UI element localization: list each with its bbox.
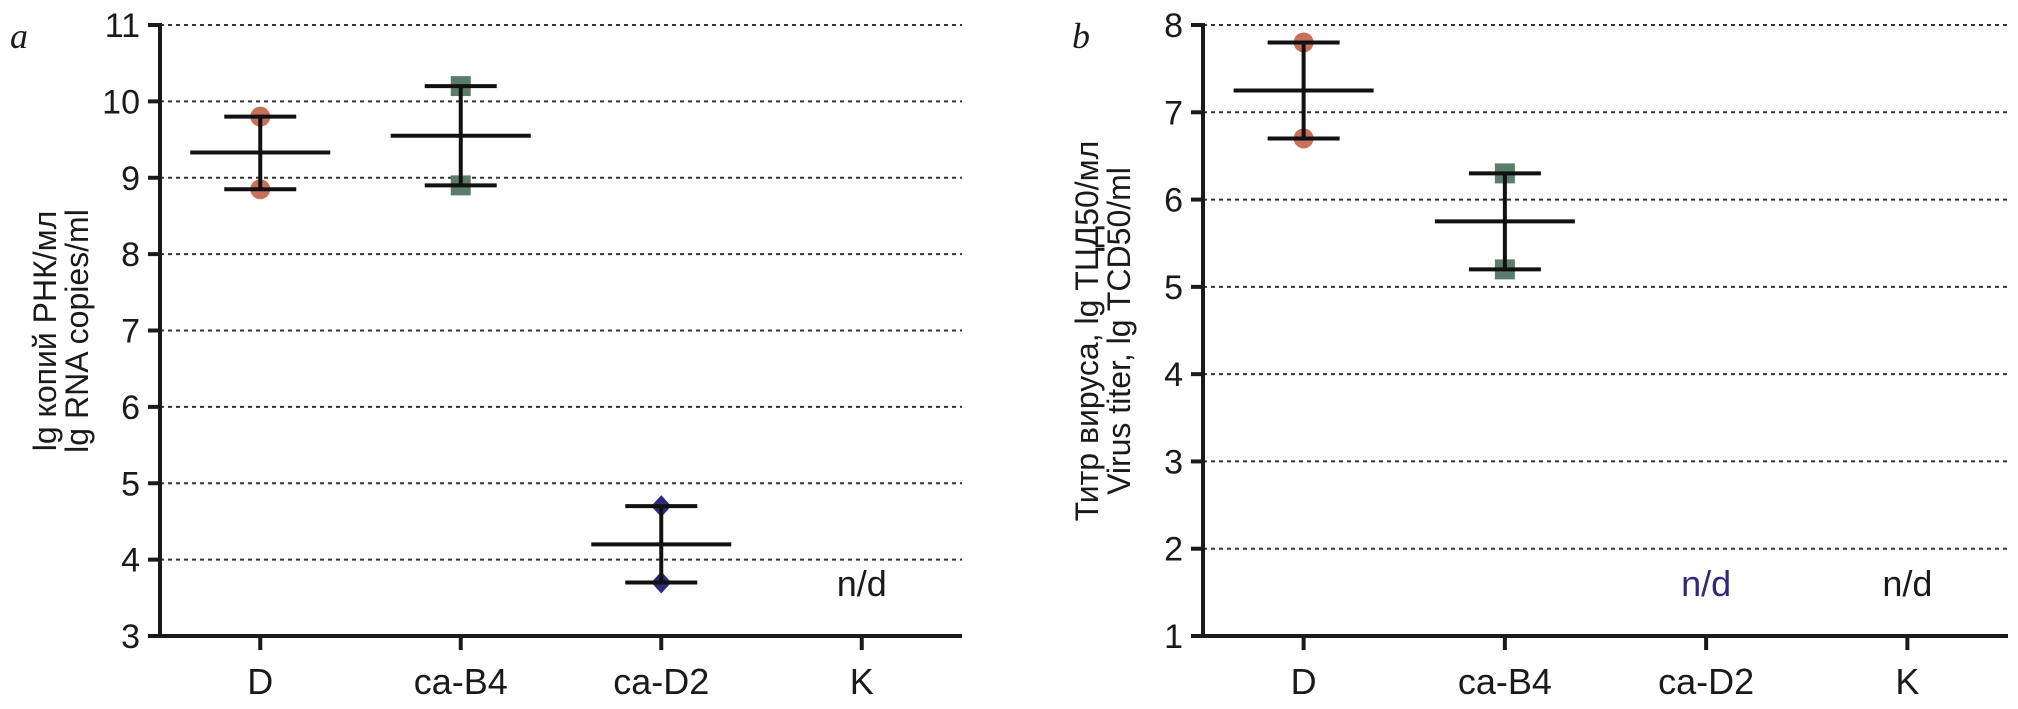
x-tick-label: D (247, 661, 273, 702)
y-axis-label: Virus titer, lg TCD50/ml (1101, 167, 1137, 495)
chart-panel-a: a 3 4 5 6 7 8 9 10 11 D ca-B4 ca-D2 Klg копий РНК/млl… (10, 7, 962, 702)
y-tick-label: 7 (1164, 94, 1183, 132)
y-tick-label: 4 (121, 542, 140, 580)
x-tick-label: ca-B4 (414, 661, 508, 702)
y-tick-label: 6 (121, 389, 140, 427)
y-tick-label: 8 (1164, 7, 1183, 45)
nd-annotation: n/d (1882, 563, 1932, 604)
y-tick-label: 4 (1164, 356, 1183, 394)
y-axis-label: lg RNA copies/ml (59, 209, 95, 453)
x-tick-label: K (850, 661, 874, 702)
panel-letter: b (1072, 16, 1090, 56)
chart-panel-b: b 1 2 3 4 5 6 7 8 D ca-B4 ca-D2 K Титр вируса, lg ТЦД… (1069, 7, 2008, 702)
y-tick-label: 5 (121, 465, 140, 503)
panel-letter: a (10, 16, 28, 56)
y-tick-label: 2 (1164, 531, 1183, 569)
y-tick-label: 11 (105, 7, 140, 45)
y-tick-label: 6 (1164, 182, 1183, 220)
y-tick-label: 9 (121, 160, 140, 198)
y-tick-label: 1 (1164, 618, 1183, 656)
x-tick-label: ca-D2 (613, 661, 709, 702)
y-tick-label: 10 (102, 83, 140, 121)
nd-annotation: n/d (1681, 563, 1731, 604)
y-tick-label: 5 (1164, 269, 1183, 307)
y-tick-label: 7 (121, 313, 140, 351)
y-tick-label: 8 (121, 236, 140, 274)
nd-annotation: n/d (837, 563, 887, 604)
x-tick-label: K (1895, 661, 1919, 702)
x-tick-label: ca-B4 (1458, 661, 1552, 702)
y-axis-label: Титр вируса, lg ТЦД50/мл (1069, 141, 1105, 522)
y-tick-label: 3 (1164, 443, 1183, 481)
y-tick-label: 3 (121, 618, 140, 656)
x-tick-label: ca-D2 (1658, 661, 1754, 702)
y-axis-label: lg копий РНК/мл (27, 211, 63, 452)
x-tick-label: D (1291, 661, 1317, 702)
